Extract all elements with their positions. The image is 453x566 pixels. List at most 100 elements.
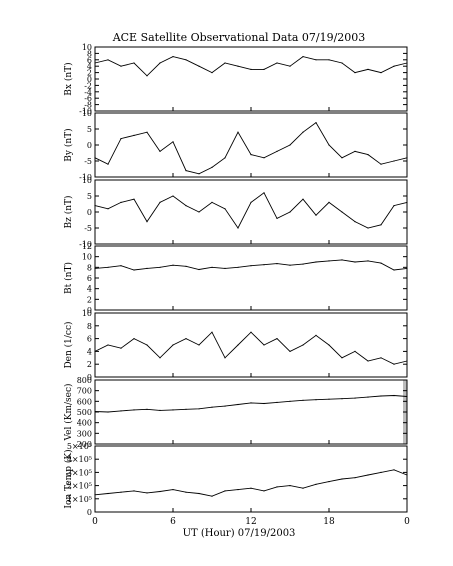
data-point [393,363,395,365]
data-point [380,262,382,264]
data-point [276,62,278,64]
data-point [393,469,395,471]
y-tick-label: 10 [82,176,92,185]
data-point [159,357,161,359]
data-point [133,338,135,340]
data-point [107,163,109,165]
data-point [146,344,148,346]
data-point [315,122,317,124]
data-point [94,205,96,207]
y-tick-label: -6 [84,94,92,103]
y-tick-label: 4 [87,347,92,356]
y-tick-label: -10 [79,240,92,249]
data-point [133,198,135,200]
data-point [237,266,239,268]
data-point [146,408,148,410]
data-point [276,401,278,403]
y-tick-label: 2 [87,69,92,78]
y-axis-label: Bx (nT) [63,62,74,95]
data-point [406,474,408,476]
data-point [185,408,187,410]
data-point [237,489,239,491]
y-tick-label: -10 [79,173,92,182]
data-point [120,201,122,203]
data-point [198,65,200,67]
data-point [146,75,148,77]
data-point [120,65,122,67]
data-point [146,221,148,223]
data-point [289,144,291,146]
data-point [185,265,187,267]
data-point [289,485,291,487]
y-tick-label: -2 [84,81,92,90]
data-point [185,170,187,172]
data-point [354,261,356,263]
data-point [120,265,122,267]
data-point [406,360,408,362]
x-tick-label: 0 [404,517,410,527]
data-point [354,150,356,152]
data-point [380,357,382,359]
data-point [302,263,304,265]
y-tick-label: -8 [84,101,92,110]
data-point [185,338,187,340]
data-point [406,201,408,203]
series-line-bx [94,56,408,77]
y-tick-label: 800 [77,376,92,385]
data-point [380,471,382,473]
data-point [172,409,174,411]
data-point [250,68,252,70]
x-axis-label: UT (Hour) 07/19/2003 [183,528,296,539]
series-line-den [94,331,408,365]
data-point [211,166,213,168]
data-point [250,402,252,404]
y-axis-label: Bt (nT) [63,262,74,294]
y-axis-label: Vel (Km/sec) [63,383,74,441]
data-point [211,331,213,333]
y-tick-label: 400 [77,419,92,428]
data-point [406,267,408,269]
y-tick-label: 3×10⁵ [67,468,92,477]
y-tick-label: 4 [87,62,92,71]
data-point [367,68,369,70]
panel-frame [94,245,408,311]
data-point [107,266,109,268]
y-tick-label: 8 [87,49,92,58]
y-tick-label: 2×10⁵ [67,482,92,491]
data-point [276,338,278,340]
y-tick-label: 5 [87,125,92,134]
y-tick-label: -5 [84,224,92,233]
data-point [224,157,226,159]
data-point [224,62,226,64]
data-point [276,217,278,219]
y-axis-label: Den (1/cc) [63,321,74,368]
data-point [133,269,135,271]
data-point [133,62,135,64]
panel-frame [94,445,408,513]
series-line-by [94,121,408,175]
data-point [211,266,213,268]
data-point [198,211,200,213]
data-point [159,490,161,493]
y-axis-label: Bz (nT) [63,195,74,228]
data-point [172,344,174,346]
data-point [120,410,122,412]
data-point [198,268,200,271]
data-point [172,264,174,266]
data-point [146,492,148,494]
y-tick-label: 8 [87,263,92,272]
data-point [315,483,317,485]
data-point [328,59,330,61]
data-point [172,489,174,491]
data-point [341,357,343,359]
y-tick-label: 6 [87,56,92,65]
panel-bz: 10 5 0 -5 -10 Bz (nT) [63,176,408,249]
y-tick-label: 6 [87,274,92,283]
panel-den: 10 8 6 4 2 0 Den (1/cc) [63,309,408,382]
data-point [367,227,369,229]
data-point [302,399,304,401]
data-point [289,211,291,213]
